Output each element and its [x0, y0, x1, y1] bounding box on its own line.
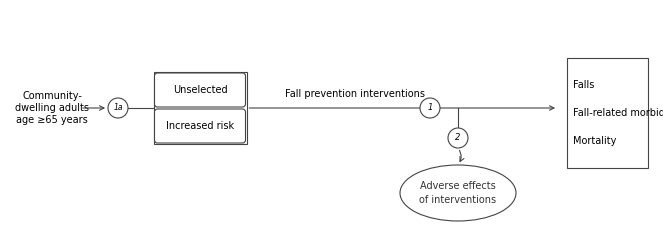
FancyBboxPatch shape	[154, 73, 245, 107]
Text: Falls: Falls	[573, 80, 594, 90]
Circle shape	[448, 128, 468, 148]
Text: Fall prevention interventions: Fall prevention interventions	[285, 89, 425, 99]
FancyBboxPatch shape	[154, 109, 245, 143]
Bar	[154, 72, 247, 144]
Bar	[567, 58, 648, 168]
Text: 1a: 1a	[113, 104, 123, 113]
Text: Mortality: Mortality	[573, 135, 617, 146]
Text: 2: 2	[455, 134, 461, 143]
Text: 1: 1	[428, 104, 433, 113]
Circle shape	[420, 98, 440, 118]
Text: Increased risk: Increased risk	[166, 121, 234, 131]
Text: Unselected: Unselected	[172, 85, 227, 95]
Text: Fall-related morbidity: Fall-related morbidity	[573, 108, 663, 118]
Text: age ≥65 years: age ≥65 years	[16, 115, 88, 125]
Text: dwelling adults: dwelling adults	[15, 103, 89, 113]
Circle shape	[108, 98, 128, 118]
Text: Adverse effects: Adverse effects	[420, 181, 496, 191]
Text: Community-: Community-	[22, 91, 82, 101]
Ellipse shape	[400, 165, 516, 221]
Text: of interventions: of interventions	[420, 195, 497, 205]
